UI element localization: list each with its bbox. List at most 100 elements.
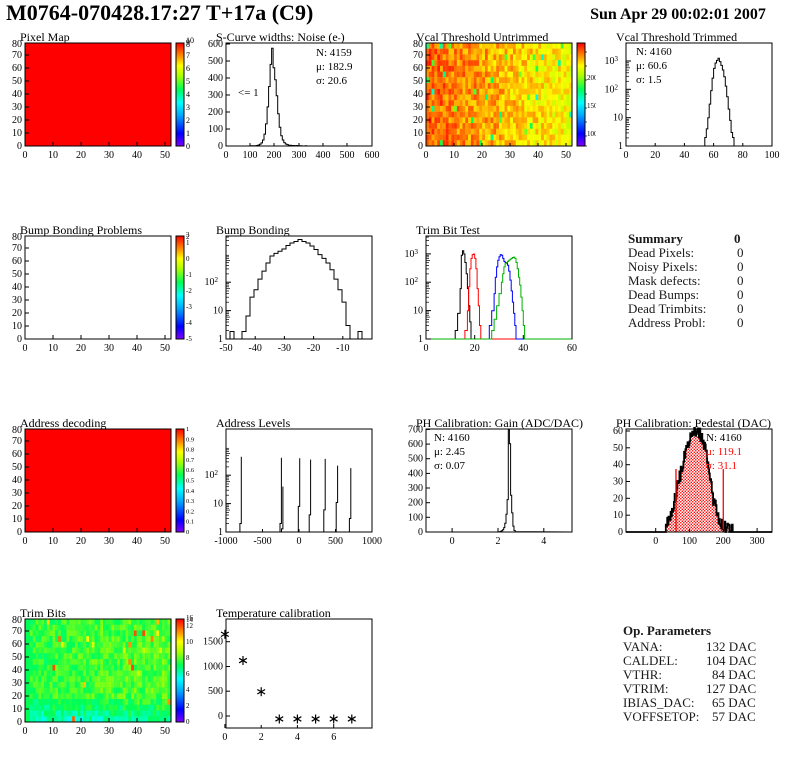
svg-text:8: 8 xyxy=(186,654,190,662)
svg-text:10: 10 xyxy=(186,36,194,45)
svg-text:0: 0 xyxy=(17,141,22,152)
svg-text:50: 50 xyxy=(160,536,170,547)
svg-text:20: 20 xyxy=(76,150,86,161)
svg-text:300: 300 xyxy=(292,150,307,161)
svg-text:40: 40 xyxy=(413,89,423,100)
svg-text:10: 10 xyxy=(12,704,22,715)
svg-text:0.5: 0.5 xyxy=(186,478,194,485)
svg-text:0: 0 xyxy=(23,726,28,737)
svg-text:40: 40 xyxy=(12,89,22,100)
svg-text:10: 10 xyxy=(413,306,423,317)
svg-text:20: 20 xyxy=(470,343,480,354)
svg-text:-20: -20 xyxy=(307,343,320,354)
svg-text:0: 0 xyxy=(186,142,190,151)
svg-text:10: 10 xyxy=(213,499,223,510)
svg-text:20: 20 xyxy=(12,308,22,319)
svg-text:10: 10 xyxy=(12,321,22,332)
svg-text:600: 600 xyxy=(365,150,380,161)
svg-text:50: 50 xyxy=(12,652,22,663)
svg-text:1: 1 xyxy=(218,527,223,538)
svg-text:300: 300 xyxy=(208,90,223,101)
svg-text:6: 6 xyxy=(186,64,190,73)
svg-text:60: 60 xyxy=(709,150,719,161)
svg-text:-30: -30 xyxy=(278,343,291,354)
svg-text:40: 40 xyxy=(518,343,528,354)
svg-text:10: 10 xyxy=(186,638,194,646)
svg-text:300: 300 xyxy=(408,483,423,494)
svg-text:60: 60 xyxy=(567,343,577,354)
svg-text:40: 40 xyxy=(132,726,142,737)
svg-text:40: 40 xyxy=(132,150,142,161)
svg-text:100: 100 xyxy=(408,512,423,523)
svg-text:2: 2 xyxy=(186,702,190,710)
svg-text:500: 500 xyxy=(340,150,355,161)
svg-text:20: 20 xyxy=(413,115,423,126)
svg-text:50: 50 xyxy=(12,462,22,473)
svg-text:N: 4160: N: 4160 xyxy=(636,46,672,58)
svg-text:40: 40 xyxy=(132,343,142,354)
svg-text:0: 0 xyxy=(297,536,302,547)
svg-text:10: 10 xyxy=(613,113,623,124)
svg-text:10: 10 xyxy=(48,343,58,354)
svg-text:<= 1: <= 1 xyxy=(238,87,259,99)
svg-text:0: 0 xyxy=(218,141,223,152)
svg-text:40: 40 xyxy=(132,536,142,547)
svg-text:10: 10 xyxy=(12,514,22,525)
svg-text:103: 103 xyxy=(405,248,419,260)
svg-text:102: 102 xyxy=(205,276,219,288)
svg-text:0: 0 xyxy=(186,718,190,726)
svg-text:30: 30 xyxy=(613,477,623,488)
svg-text:σ: 31.1: σ: 31.1 xyxy=(706,460,737,472)
svg-text:0.9: 0.9 xyxy=(186,436,194,443)
svg-text:10: 10 xyxy=(449,150,459,161)
svg-text:0.3: 0.3 xyxy=(186,498,194,505)
svg-text:0: 0 xyxy=(23,150,28,161)
svg-text:1000: 1000 xyxy=(362,536,382,547)
svg-text:5: 5 xyxy=(186,77,190,86)
svg-text:2: 2 xyxy=(496,536,501,547)
svg-text:60: 60 xyxy=(12,639,22,650)
svg-text:500: 500 xyxy=(208,686,223,697)
svg-text:0.7: 0.7 xyxy=(186,457,195,464)
svg-text:1: 1 xyxy=(618,141,623,152)
svg-text:400: 400 xyxy=(208,73,223,84)
svg-text:500: 500 xyxy=(408,454,423,465)
svg-text:30: 30 xyxy=(12,102,22,113)
svg-text:0: 0 xyxy=(23,536,28,547)
svg-text:30: 30 xyxy=(12,488,22,499)
svg-text:70: 70 xyxy=(12,626,22,637)
svg-text:4: 4 xyxy=(295,732,300,743)
svg-text:400: 400 xyxy=(408,468,423,479)
svg-text:6: 6 xyxy=(186,670,190,678)
svg-text:50: 50 xyxy=(160,150,170,161)
svg-text:μ: 2.45: μ: 2.45 xyxy=(434,446,465,458)
svg-text:σ: 1.5: σ: 1.5 xyxy=(636,74,662,86)
svg-text:0: 0 xyxy=(653,536,658,547)
svg-text:4: 4 xyxy=(541,536,546,547)
svg-text:20: 20 xyxy=(12,115,22,126)
svg-text:20: 20 xyxy=(477,150,487,161)
svg-text:μ: 60.6: μ: 60.6 xyxy=(636,60,667,72)
svg-text:40: 40 xyxy=(12,282,22,293)
svg-text:0: 0 xyxy=(418,141,423,152)
svg-text:6: 6 xyxy=(331,732,336,743)
svg-text:20: 20 xyxy=(12,691,22,702)
svg-text:40: 40 xyxy=(12,665,22,676)
svg-text:10: 10 xyxy=(12,128,22,139)
svg-text:70: 70 xyxy=(12,436,22,447)
svg-text:30: 30 xyxy=(104,150,114,161)
svg-text:2: 2 xyxy=(186,116,190,125)
svg-text:30: 30 xyxy=(104,726,114,737)
svg-text:40: 40 xyxy=(12,475,22,486)
svg-text:0: 0 xyxy=(224,150,229,161)
svg-text:1: 1 xyxy=(218,334,223,345)
svg-text:4: 4 xyxy=(186,90,190,99)
svg-text:30: 30 xyxy=(12,678,22,689)
svg-text:-5: -5 xyxy=(186,335,192,343)
svg-text:0: 0 xyxy=(618,527,623,538)
svg-text:100: 100 xyxy=(682,536,697,547)
svg-text:103: 103 xyxy=(605,55,619,67)
svg-text:0.2: 0.2 xyxy=(186,508,194,515)
svg-text:200: 200 xyxy=(408,498,423,509)
svg-text:16: 16 xyxy=(186,614,194,622)
